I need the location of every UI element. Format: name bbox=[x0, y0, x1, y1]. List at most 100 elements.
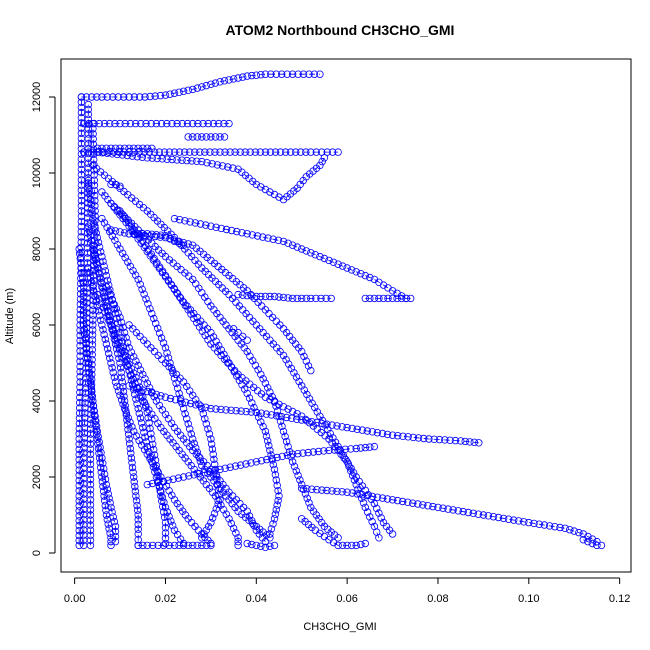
data-point bbox=[89, 124, 97, 133]
data-point bbox=[222, 406, 230, 414]
data-point bbox=[252, 180, 260, 189]
data-point bbox=[150, 451, 159, 459]
data-point bbox=[149, 445, 158, 454]
data-point bbox=[375, 534, 383, 542]
data-point bbox=[120, 144, 129, 152]
data-point bbox=[148, 144, 156, 152]
data-point bbox=[98, 321, 106, 329]
data-point bbox=[185, 148, 194, 156]
data-point bbox=[103, 515, 111, 524]
data-point bbox=[107, 541, 115, 550]
y-tick-label: 8000 bbox=[31, 237, 43, 261]
data-point bbox=[231, 462, 240, 470]
y-tick-label: 10000 bbox=[31, 158, 43, 189]
data-point bbox=[86, 465, 95, 474]
data-point bbox=[158, 355, 166, 363]
data-point bbox=[89, 140, 97, 148]
data-point bbox=[194, 119, 202, 128]
data-point bbox=[173, 499, 181, 508]
data-point bbox=[114, 309, 122, 317]
data-point bbox=[530, 519, 538, 528]
data-point bbox=[109, 368, 117, 377]
data-point bbox=[137, 119, 145, 128]
data-point bbox=[181, 217, 189, 225]
data-point bbox=[298, 294, 306, 303]
data-point bbox=[404, 433, 412, 441]
data-point bbox=[93, 290, 101, 299]
data-point bbox=[357, 540, 365, 549]
data-point bbox=[299, 70, 308, 78]
data-point bbox=[248, 517, 256, 525]
data-point bbox=[138, 153, 146, 161]
data-point bbox=[302, 357, 310, 365]
data-point bbox=[407, 294, 415, 303]
data-point bbox=[153, 467, 161, 475]
data-point bbox=[302, 148, 310, 156]
data-point bbox=[193, 157, 201, 165]
data-point bbox=[75, 399, 84, 407]
data-point bbox=[75, 430, 83, 438]
data-point bbox=[155, 329, 164, 337]
data-point bbox=[111, 527, 120, 536]
data-point bbox=[328, 148, 337, 156]
data-point bbox=[93, 260, 101, 268]
data-point bbox=[107, 144, 115, 152]
data-point bbox=[266, 388, 274, 396]
data-point bbox=[297, 148, 305, 156]
data-point bbox=[176, 397, 185, 405]
data-point bbox=[152, 461, 161, 470]
data-point bbox=[198, 541, 206, 550]
data-point bbox=[122, 409, 131, 417]
data-point bbox=[90, 227, 99, 235]
data-point bbox=[131, 271, 140, 279]
data-point bbox=[377, 514, 385, 522]
data-point bbox=[479, 511, 488, 519]
data-point bbox=[318, 419, 326, 428]
data-point bbox=[193, 84, 201, 92]
data-point bbox=[166, 90, 174, 98]
data-point bbox=[313, 408, 321, 416]
data-point bbox=[168, 521, 177, 530]
data-point bbox=[257, 183, 265, 191]
data-point bbox=[126, 119, 135, 128]
data-point bbox=[128, 423, 136, 431]
data-point bbox=[132, 357, 140, 365]
data-point bbox=[252, 321, 260, 329]
data-point bbox=[162, 482, 171, 490]
data-point bbox=[184, 240, 192, 248]
data-point bbox=[128, 463, 137, 472]
data-point bbox=[359, 499, 368, 507]
data-point bbox=[76, 336, 84, 345]
data-point bbox=[122, 334, 130, 342]
data-point bbox=[261, 379, 270, 387]
data-point bbox=[130, 230, 138, 238]
data-point bbox=[370, 499, 379, 508]
data-point bbox=[323, 420, 331, 428]
data-point bbox=[79, 311, 88, 320]
data-point bbox=[102, 340, 111, 348]
data-point bbox=[215, 491, 223, 499]
data-point bbox=[88, 351, 96, 359]
data-point bbox=[288, 450, 297, 458]
data-point bbox=[139, 386, 147, 394]
data-point bbox=[79, 302, 88, 310]
data-point bbox=[87, 400, 95, 408]
data-point bbox=[83, 254, 92, 262]
data-point bbox=[449, 506, 457, 514]
data-point bbox=[397, 294, 406, 303]
data-point bbox=[266, 446, 274, 455]
data-point bbox=[175, 148, 184, 156]
data-point bbox=[136, 280, 144, 288]
data-point bbox=[584, 537, 592, 546]
data-point bbox=[202, 133, 210, 141]
data-point bbox=[84, 130, 92, 138]
data-point bbox=[363, 427, 371, 435]
data-point bbox=[199, 410, 207, 418]
data-point bbox=[272, 476, 280, 484]
data-point bbox=[278, 422, 286, 430]
data-point bbox=[248, 540, 256, 549]
data-point bbox=[211, 133, 220, 141]
data-point bbox=[164, 476, 172, 484]
data-point bbox=[207, 404, 215, 413]
